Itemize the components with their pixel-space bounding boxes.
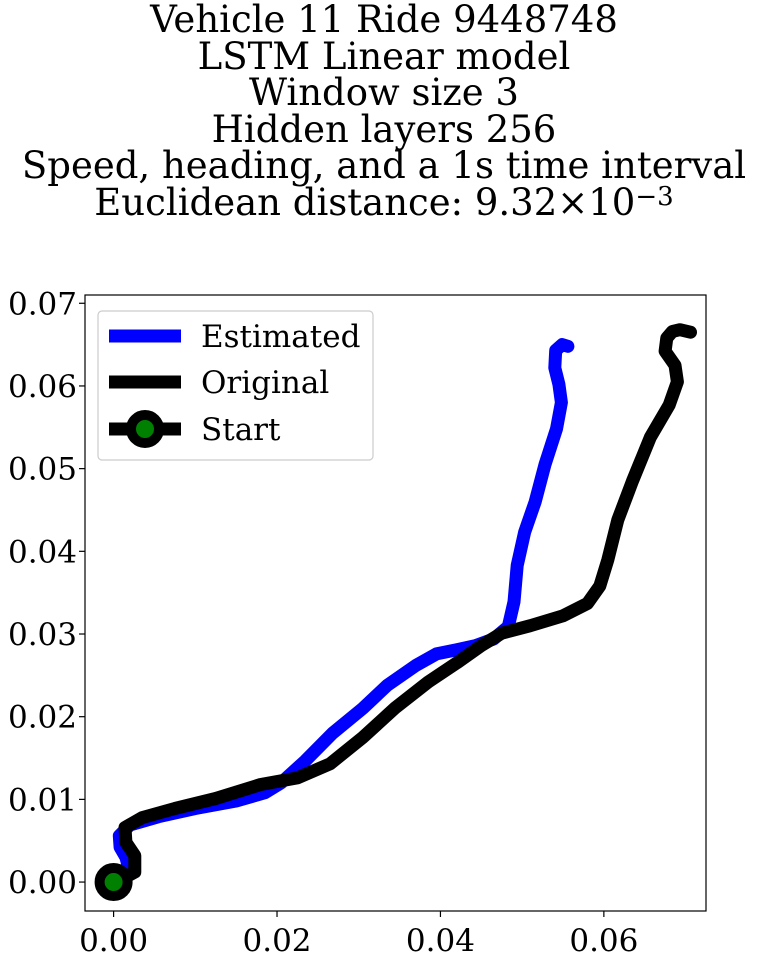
title-line-4: Hidden layers 256 [211, 107, 557, 151]
distance-base: 10 [588, 180, 636, 224]
distance-prefix: Euclidean distance: 9.32 [94, 180, 558, 224]
title-line-3: Window size 3 [249, 71, 519, 114]
legend-label-estimated: Estimated [201, 319, 360, 355]
distance-times: × [557, 180, 589, 224]
legend-label-start: Start [201, 412, 281, 448]
x-tick-label: 0.02 [243, 923, 312, 958]
x-tick-label: 0.04 [406, 923, 475, 958]
axes-ticks: 0.00 0.02 0.04 0.06 0.00 0.01 0.02 0.03 0.04 0.05… [8, 286, 638, 958]
legend-label-original: Original [201, 365, 329, 401]
y-tick-label: 0.04 [8, 534, 77, 570]
y-tick-label: 0.05 [8, 452, 77, 488]
title-line-6: Euclidean distance: 9.32×10−3 [0, 181, 768, 222]
y-tick-label: 0.01 [8, 782, 77, 818]
title-line-1: Vehicle 11 Ride 9448748 [150, 0, 618, 41]
series-layer [94, 323, 697, 902]
title-line-5: Speed, heading, and a 1s time interval [21, 144, 747, 187]
legend-start-marker [126, 410, 164, 448]
plot-frame [84, 294, 707, 912]
y-tick-label: 0.03 [8, 617, 77, 653]
y-tick-label: 0.02 [8, 700, 77, 736]
y-tick-label: 0.00 [8, 865, 77, 901]
title-line-2: LSTM Linear model [197, 34, 571, 78]
start-marker [94, 863, 133, 902]
chart-title: Vehicle 11 Ride 9448748 LSTM Linear mode… [0, 0, 768, 222]
x-tick-label: 0.00 [79, 923, 148, 958]
series-line-original [107, 323, 697, 889]
y-tick-label: 0.07 [8, 286, 77, 322]
distance-exponent: −3 [635, 181, 674, 212]
x-tick-label: 0.06 [569, 923, 638, 958]
y-tick-label: 0.06 [8, 369, 77, 405]
legend: Estimated Original Start [97, 310, 374, 461]
